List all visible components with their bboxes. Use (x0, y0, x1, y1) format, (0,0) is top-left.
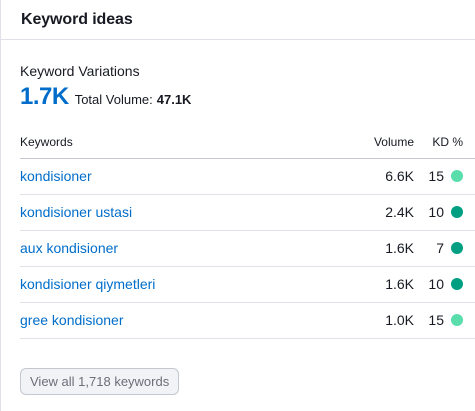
kd-difficulty-dot (451, 242, 463, 254)
kd-value: 15 (428, 312, 444, 328)
column-header-volume: Volume (324, 130, 414, 159)
total-volume-label: Total Volume: (74, 92, 153, 107)
table-row: kondisioner ustasi 2.4K 10 (20, 194, 475, 231)
table-row: kondisioner qiymetleri 1.6K 10 (20, 266, 475, 303)
kd-difficulty-dot (451, 170, 463, 182)
kd-difficulty-dot (451, 278, 463, 290)
volume-cell: 2.4K (324, 194, 414, 231)
table-header-row: Keywords Volume KD % (20, 130, 475, 159)
volume-cell: 1.6K (324, 266, 414, 303)
keyword-link[interactable]: kondisioner ustasi (20, 204, 133, 220)
card-title: Keyword ideas (21, 10, 133, 28)
kd-difficulty-dot (451, 314, 463, 326)
keyword-link[interactable]: aux kondisioner (20, 240, 119, 256)
volume-cell: 1.0K (324, 302, 414, 339)
keyword-link[interactable]: kondisioner (20, 168, 92, 184)
kd-value: 7 (436, 240, 444, 256)
volume-cell: 1.6K (324, 230, 414, 267)
column-header-kd: KD % (414, 130, 475, 159)
keyword-link[interactable]: gree kondisioner (20, 312, 124, 328)
column-header-keywords: Keywords (20, 130, 324, 159)
view-all-keywords-button[interactable]: View all 1,718 keywords (20, 368, 180, 395)
variations-count: 1.7K (20, 83, 69, 110)
card-body: Keyword Variations 1.7K Total Volume: 47… (1, 63, 475, 339)
table-row: gree kondisioner 1.0K 15 (20, 302, 475, 339)
table-row: kondisioner 6.6K 15 (20, 158, 475, 195)
kd-value: 15 (428, 168, 444, 184)
volume-cell: 6.6K (324, 158, 414, 195)
variations-label: Keyword Variations (20, 63, 140, 79)
keywords-table: Keywords Volume KD % kondisioner 6.6K 15… (20, 130, 475, 339)
kd-difficulty-dot (451, 206, 463, 218)
summary-row: 1.7K Total Volume: 47.1K (20, 83, 475, 113)
total-volume-value: 47.1K (156, 92, 192, 107)
kd-value: 10 (428, 204, 444, 220)
kd-value: 10 (428, 276, 444, 292)
keyword-link[interactable]: kondisioner qiymetleri (20, 276, 156, 292)
table-row: aux kondisioner 1.6K 7 (20, 230, 475, 267)
card-header: Keyword ideas (1, 0, 475, 40)
